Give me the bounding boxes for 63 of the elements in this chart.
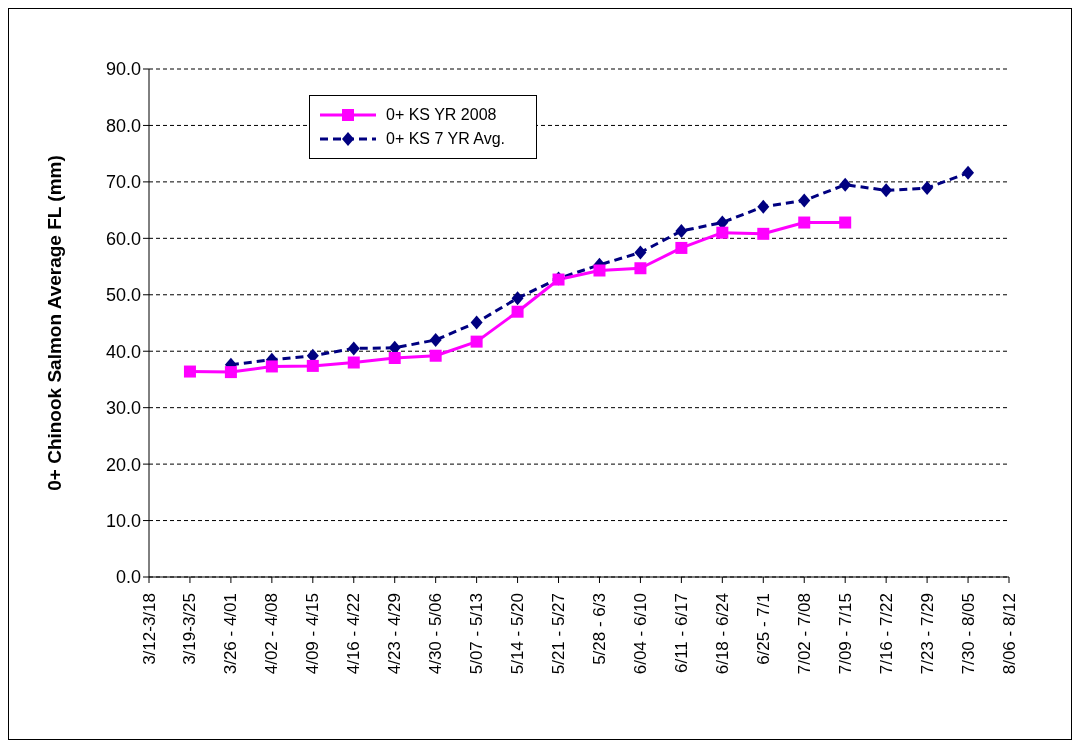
point (757, 199, 770, 214)
x-tick-label: 6/11 - 6/17 (671, 593, 691, 674)
point (429, 332, 442, 347)
y-tick-label: 50.0 (105, 285, 141, 306)
y-tick-label: 0.0 (115, 567, 141, 588)
point (224, 366, 237, 379)
x-tick-label: 6/25 - 7/1 (753, 593, 773, 665)
x-tick-label: 4/02 - 4/08 (262, 593, 282, 675)
point (429, 349, 442, 362)
x-tick-label: 7/16 - 7/22 (876, 593, 896, 675)
point (347, 356, 360, 369)
y-tick-label: 80.0 (105, 115, 141, 136)
x-tick-label: 5/21 - 5/27 (549, 593, 569, 675)
y-tick-label: 60.0 (105, 228, 141, 249)
point (962, 165, 975, 180)
point (347, 341, 360, 356)
point (634, 245, 647, 260)
legend-label: 0+ KS 7 YR Avg. (386, 130, 506, 148)
point (183, 365, 196, 378)
x-tick-label: 7/30 - 8/05 (958, 593, 978, 675)
point (634, 262, 647, 275)
y-tick-label: 40.0 (105, 341, 141, 362)
x-tick-label: 7/09 - 7/15 (835, 593, 855, 675)
point (757, 227, 770, 240)
legend-label: 0+ KS YR 2008 (386, 106, 497, 124)
x-tick-label: 5/28 - 6/3 (589, 593, 609, 665)
x-tick-label: 4/09 - 4/15 (303, 593, 323, 675)
x-tick-label: 4/23 - 4/29 (385, 593, 405, 675)
x-tick-label: 5/14 - 5/20 (508, 593, 528, 675)
point (470, 315, 483, 330)
point (839, 216, 852, 229)
x-tick-label: 3/12-3/18 (139, 593, 159, 665)
point (511, 291, 524, 306)
x-tick-label: 3/19-3/25 (180, 593, 200, 665)
y-tick-label: 10.0 (105, 510, 141, 531)
y-axis-title: 0+ Chinook Salmon Average FL (mm) (43, 155, 65, 491)
point (511, 305, 524, 318)
x-tick-label: 7/23 - 7/29 (917, 593, 937, 675)
point (593, 264, 606, 277)
x-tick-label: 4/16 - 4/22 (344, 593, 364, 675)
point (388, 352, 401, 364)
point (265, 360, 278, 373)
x-tick-label: 6/04 - 6/10 (630, 593, 650, 675)
x-tick-label: 5/07 - 5/13 (467, 593, 487, 675)
y-tick-label: 30.0 (105, 398, 141, 419)
point (880, 183, 893, 198)
point (798, 216, 811, 229)
x-tick-label: 6/18 - 6/24 (712, 593, 732, 675)
point (306, 359, 319, 372)
point (470, 335, 483, 348)
x-tick-label: 4/30 - 5/06 (426, 593, 446, 675)
point (798, 193, 811, 208)
y-tick-label: 90.0 (105, 59, 141, 80)
point (921, 181, 934, 196)
x-tick-label: 8/06 - 8/12 (999, 593, 1019, 675)
point (839, 177, 852, 192)
y-tick-label: 20.0 (105, 454, 141, 475)
x-tick-label: 7/02 - 7/08 (794, 593, 814, 675)
y-tick-label: 70.0 (105, 172, 141, 193)
x-tick-label: 3/26 - 4/01 (221, 593, 241, 675)
point (675, 241, 688, 254)
point (675, 224, 688, 238)
point (716, 226, 729, 239)
